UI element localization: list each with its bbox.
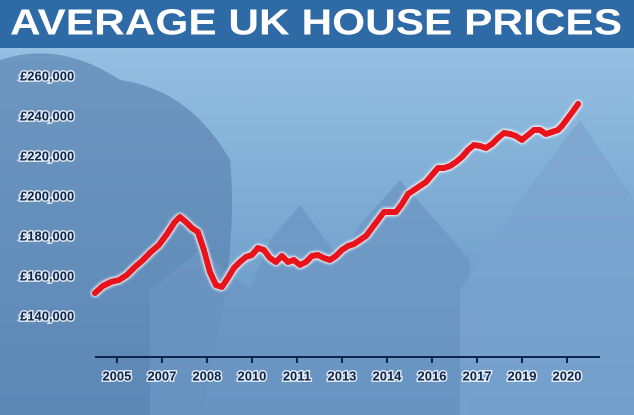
title-bar bbox=[0, 0, 634, 48]
x-tick-label: 2005 bbox=[102, 368, 131, 383]
y-tick-label: £200,000 bbox=[20, 188, 74, 203]
x-tick-label: 2020 bbox=[553, 368, 582, 383]
y-tick-label: £160,000 bbox=[20, 268, 74, 283]
x-tick-label: 2011 bbox=[283, 368, 311, 383]
series-line bbox=[92, 101, 582, 296]
x-tick-label: 2016 bbox=[418, 368, 447, 383]
y-tick-label: £220,000 bbox=[20, 148, 74, 163]
x-tick-label: 2017 bbox=[463, 368, 492, 383]
house-right bbox=[460, 120, 634, 415]
y-tick-label: £140,000 bbox=[20, 308, 74, 323]
x-tick-label: 2013 bbox=[327, 368, 356, 383]
x-tick-label: 2014 bbox=[372, 368, 402, 383]
x-tick-label: 2008 bbox=[192, 368, 221, 383]
x-tick-label: 2007 bbox=[147, 368, 176, 383]
chart-title: AVERAGE UK HOUSE PRICES bbox=[10, 2, 622, 43]
y-tick-label: £240,000 bbox=[20, 108, 74, 123]
y-tick-label: £180,000 bbox=[20, 228, 74, 243]
y-tick-label: £260,000 bbox=[20, 68, 74, 83]
x-tick-label: 2019 bbox=[508, 368, 537, 383]
x-tick-label: 2010 bbox=[237, 368, 266, 383]
